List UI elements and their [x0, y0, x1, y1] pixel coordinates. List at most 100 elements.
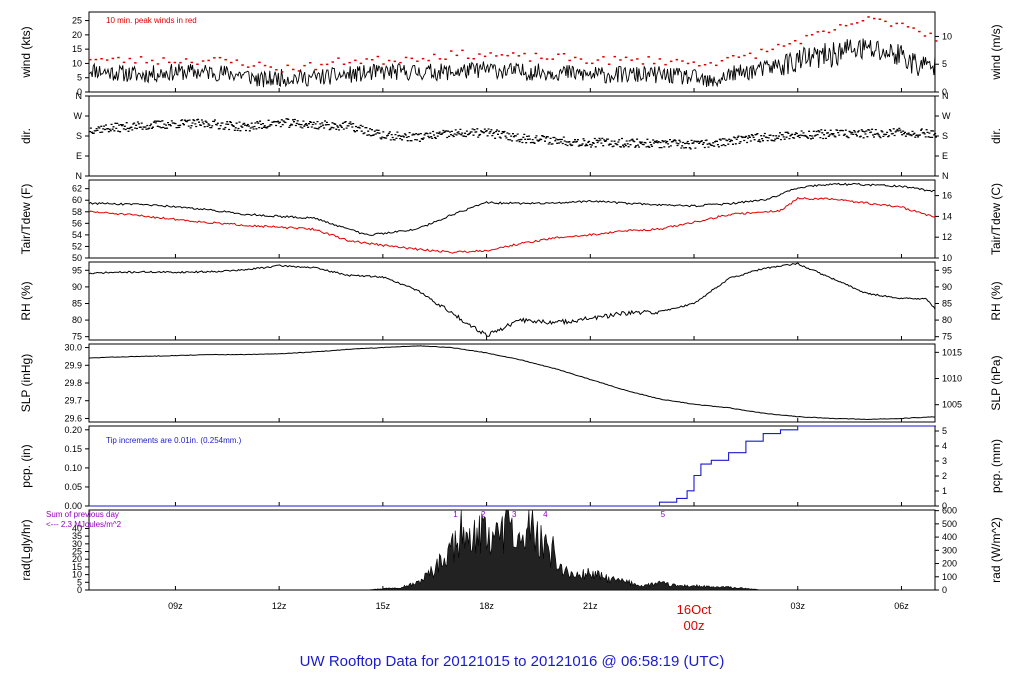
y-tick-label-pcp-left: 0.10	[64, 463, 82, 473]
wind-peak-point	[416, 60, 419, 62]
wind-peak-point	[275, 69, 278, 71]
wind-peak-point	[410, 57, 413, 60]
y-tick-label-dir-left: N	[76, 91, 83, 101]
wind-peak-point	[207, 59, 210, 62]
wind-peak-point	[732, 55, 735, 57]
wind-peak-point	[754, 57, 757, 59]
wind-peak-point	[681, 60, 684, 62]
wind-peak-point	[117, 56, 120, 59]
wind-peak-point	[720, 60, 724, 62]
data-marks	[88, 16, 938, 591]
wind-peak-point	[557, 53, 560, 55]
y-tick-label-pcp-right: 4	[942, 441, 947, 451]
y-tick-label-rh-left: 75	[72, 332, 82, 342]
wind-peak-point	[427, 59, 430, 62]
wind-peak-point	[810, 34, 814, 36]
wind-peak-point	[190, 61, 193, 64]
wind-peak-point	[269, 66, 272, 68]
wind-peak-point	[861, 20, 865, 22]
y-tick-label-rad-left: 20	[72, 554, 82, 564]
y-tick-label-pcp-right: 1	[942, 486, 947, 496]
date-mark-day: 16Oct	[677, 602, 712, 617]
y-tick-label-rad-right: 300	[942, 545, 957, 555]
wind-peak-point	[523, 52, 526, 55]
y-tick-label-rh-left: 85	[72, 298, 82, 308]
wind-peak-point	[196, 63, 199, 65]
wind-peak-point	[591, 62, 594, 65]
rad-note-line2: <--- 2.3 MJoules/m^2	[46, 520, 122, 529]
slp-series-line	[88, 345, 935, 421]
wind-peak-point	[342, 63, 346, 65]
wind-peak-point	[94, 58, 98, 61]
wind-peak-point	[686, 62, 690, 65]
wind-peak-point	[602, 56, 605, 58]
y-tick-label-slp-right: 1010	[942, 374, 962, 384]
date-mark-hour: 00z	[684, 618, 705, 633]
wind-peak-point	[534, 52, 538, 55]
x-tick-label-18z: 18z	[479, 601, 494, 611]
panel-frame-slp	[88, 343, 936, 423]
x-tick-label-21z: 21z	[583, 601, 598, 611]
rad-note-line1: Sum of previous day	[46, 510, 119, 519]
y-tick-label-rh-right: 95	[942, 265, 952, 275]
y-axis-title-pcp-left: pcp. (in)	[19, 444, 33, 487]
wind-peak-point	[303, 64, 306, 67]
wind-peak-point	[309, 62, 312, 64]
wind-peak-point	[799, 42, 803, 45]
wind-peak-point	[873, 17, 876, 20]
y-tick-label-rh-right: 85	[942, 298, 952, 308]
y-tick-label-pcp-right: 0	[942, 501, 947, 511]
y-tick-label-temp-right: 10	[942, 253, 952, 263]
wind-peak-point	[213, 57, 216, 59]
y-tick-label-wind-right: 5	[942, 59, 947, 69]
wind-peak-point	[901, 22, 904, 25]
rad-series-area	[89, 509, 935, 591]
y-axis-title-wind-left: wind (kts)	[19, 26, 33, 78]
y-tick-label-slp-left: 29.7	[64, 396, 82, 406]
y-tick-label-rh-left: 80	[72, 315, 82, 325]
y-tick-label-rad-left: 15	[72, 562, 82, 572]
y-tick-label-rh-right: 90	[942, 282, 952, 292]
wind-peak-point	[709, 62, 712, 64]
y-axis-title-pcp-right: pcp. (mm)	[989, 439, 1003, 493]
wind-peak-point	[280, 71, 284, 73]
wind-peak-point	[168, 61, 171, 64]
wind-peak-point	[777, 43, 780, 46]
y-tick-label-pcp-left: 0.20	[64, 425, 82, 435]
wind-peak-point	[263, 64, 267, 67]
wind-peak-point	[647, 56, 650, 58]
wind-peak-point	[489, 52, 492, 54]
wind-peak-point	[636, 58, 639, 60]
y-tick-label-rh-left: 95	[72, 265, 82, 275]
wind-peak-point	[331, 61, 334, 63]
y-tick-label-pcp-left: 0.05	[64, 482, 82, 492]
wind-peak-point	[382, 63, 385, 65]
wind-peak-point	[230, 61, 233, 64]
y-tick-label-rad-right: 600	[942, 506, 957, 516]
wind-peak-point	[111, 57, 115, 60]
y-tick-label-rad-left: 30	[72, 539, 82, 549]
wind-peak-point	[466, 57, 470, 59]
wind-peak-point	[393, 60, 397, 63]
y-axis-title-temp-left: Tair/Tdew (F)	[19, 184, 33, 255]
y-tick-label-rad-right: 0	[942, 585, 947, 595]
y-tick-label-temp-left: 58	[72, 207, 82, 217]
wind-peak-point	[517, 55, 521, 57]
wind-peak-point	[574, 56, 577, 59]
y-tick-label-wind-left: 25	[72, 16, 82, 26]
wind-peak-point	[737, 56, 741, 58]
wind-peak-point	[895, 22, 898, 25]
panel-frame-rh	[88, 261, 936, 341]
wind-peak-point	[371, 59, 374, 61]
wind-peak-point	[794, 40, 797, 42]
rh-series-line	[88, 262, 936, 337]
x-tick-label-06z: 06z	[894, 601, 909, 611]
y-axis-title-rh-right: RH (%)	[989, 281, 1003, 320]
wind-peak-point	[224, 58, 227, 61]
x-tick-label-12z: 12z	[272, 601, 287, 611]
y-tick-label-rad-left: 10	[72, 570, 82, 580]
wind-peak-point	[404, 56, 408, 59]
wind-peak-point	[162, 57, 165, 59]
